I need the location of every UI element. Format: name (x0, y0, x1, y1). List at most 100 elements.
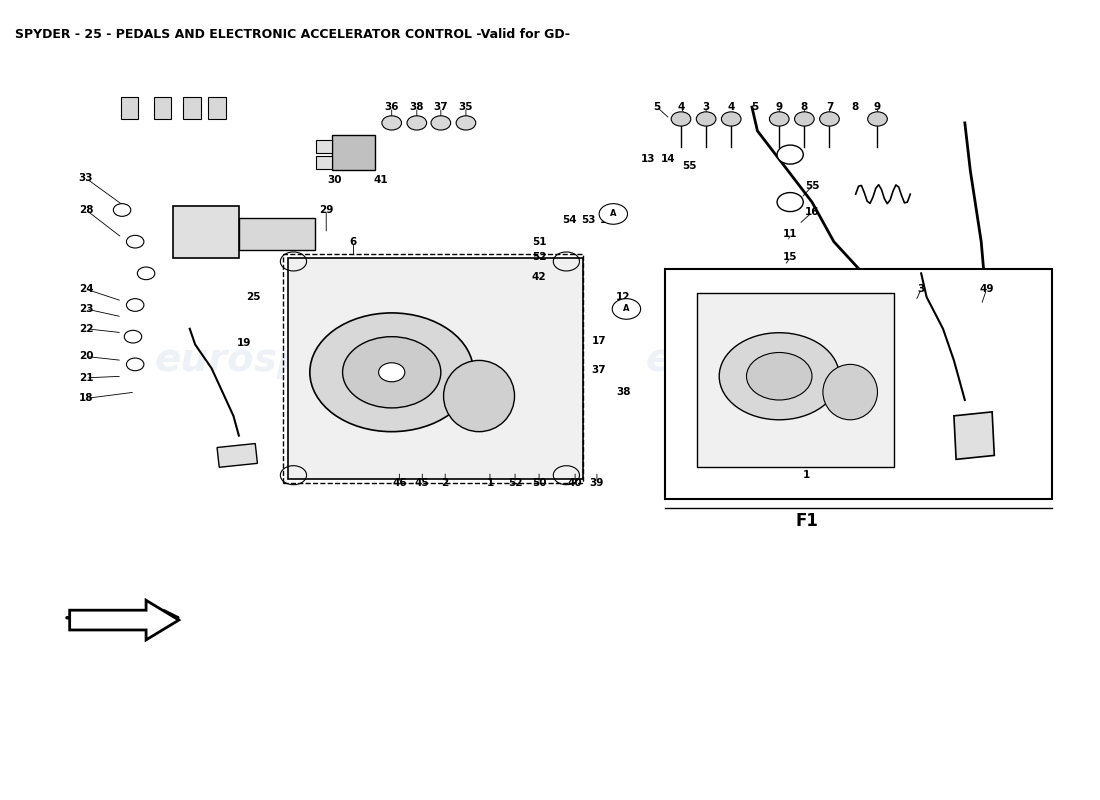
FancyArrow shape (69, 600, 179, 640)
Circle shape (138, 267, 155, 280)
Circle shape (820, 112, 839, 126)
Text: 35: 35 (459, 102, 473, 112)
Text: SPYDER - 25 - PEDALS AND ELECTRONIC ACCELERATOR CONTROL -Valid for GD-: SPYDER - 25 - PEDALS AND ELECTRONIC ACCE… (15, 28, 570, 41)
Circle shape (382, 116, 402, 130)
Text: 50: 50 (531, 478, 547, 488)
Text: 48: 48 (979, 292, 994, 302)
Text: 55: 55 (682, 162, 697, 171)
Text: 5: 5 (653, 102, 661, 112)
Text: 40: 40 (568, 478, 582, 488)
Text: 1: 1 (803, 470, 811, 480)
Text: 29: 29 (319, 205, 333, 215)
Text: 38: 38 (409, 102, 425, 112)
Text: 8: 8 (801, 102, 808, 112)
Text: 1: 1 (486, 478, 494, 488)
Bar (239, 218, 316, 250)
Polygon shape (976, 420, 1036, 483)
Text: 37: 37 (433, 102, 448, 112)
Text: 38: 38 (616, 387, 630, 397)
Text: 7: 7 (826, 102, 833, 112)
Text: 3: 3 (703, 102, 710, 112)
Circle shape (777, 193, 803, 211)
Text: 3: 3 (917, 284, 925, 294)
Bar (317, 140, 332, 153)
Circle shape (696, 112, 716, 126)
Bar (697, 293, 894, 467)
Circle shape (126, 235, 144, 248)
Text: eurospares: eurospares (154, 342, 400, 379)
Ellipse shape (443, 361, 515, 432)
Circle shape (431, 116, 451, 130)
Text: eurospares: eurospares (646, 342, 891, 379)
Text: 54: 54 (562, 215, 578, 226)
Bar (121, 97, 139, 119)
Bar (283, 254, 583, 483)
Text: 53: 53 (581, 215, 595, 226)
Circle shape (868, 112, 888, 126)
Text: 44: 44 (859, 284, 874, 294)
Circle shape (600, 204, 627, 224)
Text: F1: F1 (795, 513, 818, 530)
Text: 43: 43 (881, 284, 895, 294)
Text: 39: 39 (590, 478, 604, 488)
Text: 19: 19 (238, 338, 252, 348)
Ellipse shape (823, 364, 878, 420)
Text: 28: 28 (79, 205, 94, 215)
Text: 27: 27 (185, 102, 199, 112)
Text: 18: 18 (79, 394, 94, 403)
Circle shape (378, 362, 405, 382)
Text: 21: 21 (79, 373, 94, 383)
Text: 42: 42 (531, 272, 547, 282)
Polygon shape (900, 396, 959, 459)
Text: 17: 17 (592, 336, 606, 346)
Polygon shape (834, 388, 883, 447)
Text: 14: 14 (661, 154, 675, 163)
Circle shape (671, 112, 691, 126)
Text: 24: 24 (79, 284, 94, 294)
Bar (332, 134, 375, 170)
Circle shape (722, 112, 741, 126)
Text: 41: 41 (374, 175, 388, 185)
Text: 45: 45 (415, 478, 430, 488)
Text: 46: 46 (392, 478, 407, 488)
Text: 9: 9 (776, 102, 783, 112)
Circle shape (747, 353, 812, 400)
Circle shape (310, 313, 474, 432)
Text: 23: 23 (79, 304, 94, 314)
Text: 49: 49 (979, 284, 994, 294)
Text: 32: 32 (155, 102, 169, 112)
Circle shape (613, 298, 640, 319)
Text: 22: 22 (79, 324, 94, 334)
Bar (317, 156, 332, 169)
Polygon shape (954, 412, 994, 459)
Circle shape (126, 298, 144, 311)
Text: 55: 55 (805, 182, 820, 191)
Circle shape (456, 116, 476, 130)
Circle shape (342, 337, 441, 408)
Text: 51: 51 (531, 237, 547, 246)
Text: 47: 47 (324, 381, 339, 390)
Text: 20: 20 (79, 351, 94, 362)
Text: 11: 11 (783, 229, 798, 238)
Text: 52: 52 (531, 253, 547, 262)
Text: 37: 37 (592, 365, 606, 375)
Text: 26: 26 (210, 102, 224, 112)
Bar (174, 206, 239, 258)
Text: 8: 8 (851, 102, 858, 112)
Polygon shape (217, 443, 257, 467)
Text: 16: 16 (805, 207, 820, 218)
Circle shape (124, 330, 142, 343)
Circle shape (126, 358, 144, 370)
Text: 12: 12 (616, 292, 630, 302)
Text: 52: 52 (508, 478, 522, 488)
Text: 10: 10 (600, 215, 614, 226)
Text: 34: 34 (122, 102, 138, 112)
Bar (288, 258, 583, 479)
Text: 2: 2 (441, 478, 449, 488)
Text: 15: 15 (783, 253, 798, 262)
Circle shape (407, 116, 427, 130)
Text: 13: 13 (641, 154, 656, 163)
Bar (154, 97, 172, 119)
Bar (664, 270, 1053, 499)
Text: 4: 4 (727, 102, 735, 112)
